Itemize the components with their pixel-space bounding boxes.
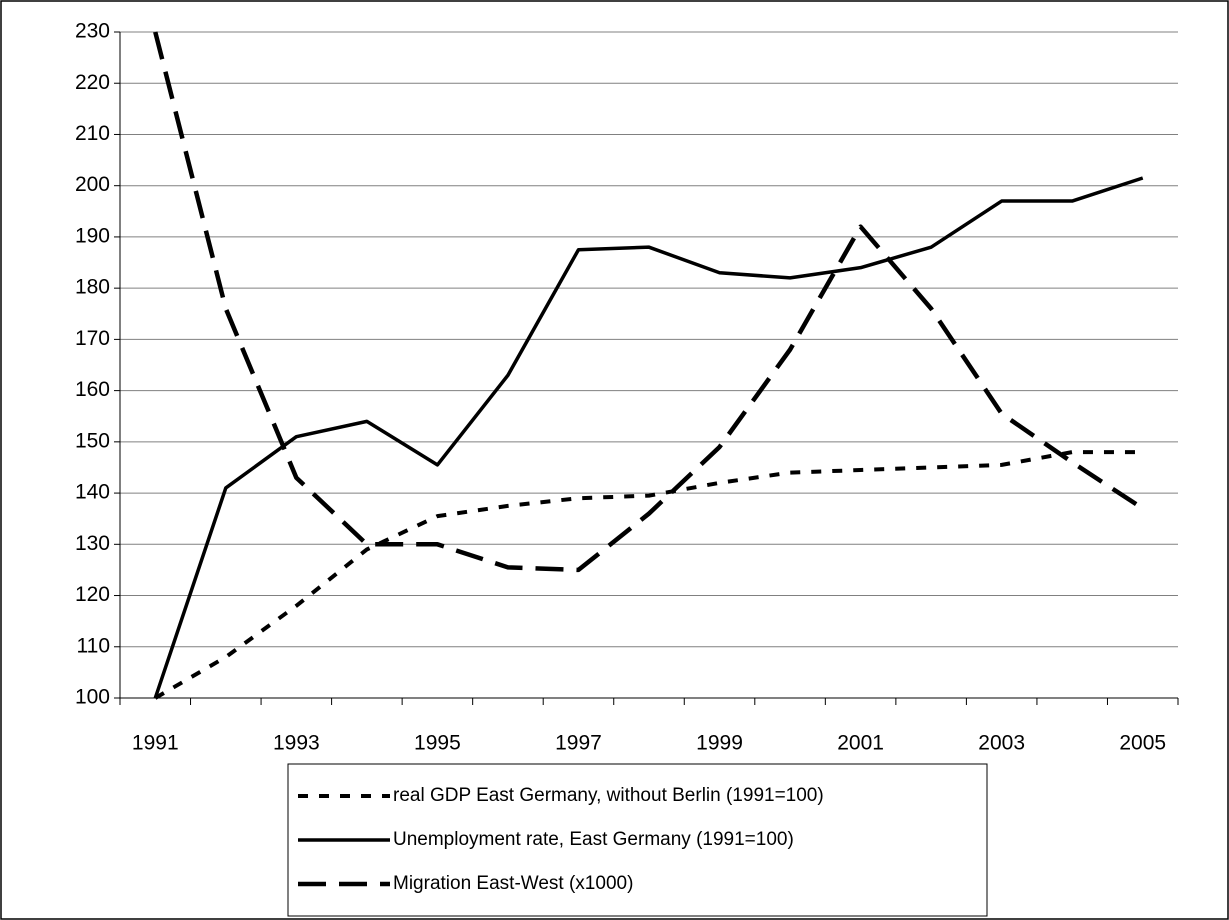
y-tick-label: 190 bbox=[75, 224, 110, 247]
y-tick-label: 120 bbox=[75, 583, 110, 606]
y-tick-label: 170 bbox=[75, 327, 110, 350]
y-tick-label: 130 bbox=[75, 532, 110, 555]
series-line bbox=[153, 176, 1144, 699]
y-tick-label: 160 bbox=[75, 378, 110, 401]
series-line bbox=[154, 450, 1143, 700]
x-tick-label: 2005 bbox=[1119, 732, 1166, 755]
x-tick-label: 2003 bbox=[978, 732, 1025, 755]
legend: real GDP East Germany, without Berlin (1… bbox=[287, 763, 988, 917]
legend-label: real GDP East Germany, without Berlin (1… bbox=[393, 785, 824, 806]
legend-label: Migration East-West (x1000) bbox=[393, 873, 633, 894]
x-tick-label: 2001 bbox=[837, 732, 884, 755]
x-tick-label: 1993 bbox=[273, 732, 320, 755]
y-tick-label: 110 bbox=[77, 634, 110, 657]
legend-label: Unemployment rate, East Germany (1991=10… bbox=[393, 829, 794, 850]
x-tick-label: 1997 bbox=[555, 732, 602, 755]
y-tick-label: 220 bbox=[75, 71, 110, 94]
y-tick-label: 230 bbox=[75, 20, 110, 43]
y-tick-label: 200 bbox=[75, 173, 110, 196]
x-tick-label: 1995 bbox=[414, 732, 461, 755]
y-tick-label: 180 bbox=[75, 276, 110, 299]
x-tick-label: 1991 bbox=[132, 732, 179, 755]
legend-box bbox=[287, 763, 988, 917]
y-tick-label: 210 bbox=[75, 122, 110, 145]
y-tick-label: 150 bbox=[75, 429, 110, 452]
x-tick-label: 1999 bbox=[696, 732, 743, 755]
y-tick-label: 100 bbox=[75, 686, 110, 709]
y-tick-label: 140 bbox=[75, 481, 110, 504]
series-line bbox=[153, 31, 1144, 573]
